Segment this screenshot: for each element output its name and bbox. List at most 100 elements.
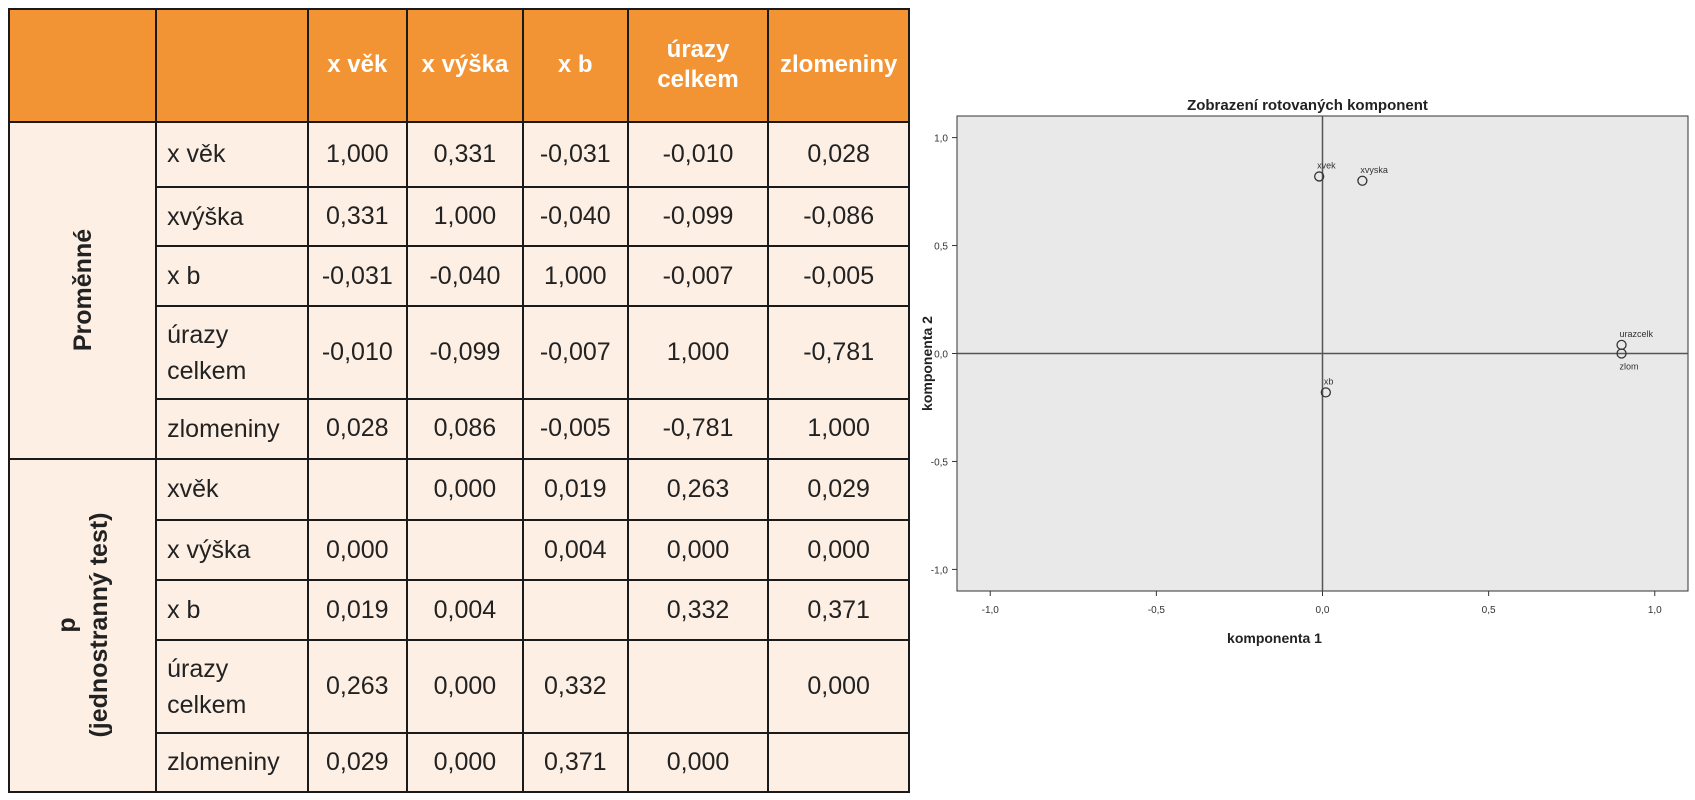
row-variable: zlomeniny — [155, 731, 309, 794]
row-variable-line: zlomeniny — [167, 748, 280, 777]
row-variable: x b — [155, 245, 309, 308]
table-cell: -0,005 — [767, 245, 910, 308]
table-cell: -0,099 — [626, 186, 770, 248]
table-row: úrazy celkem 0,263 0,000 0,332 0,000 — [9, 639, 910, 734]
column-header: x věk — [306, 8, 409, 123]
table-cell — [406, 519, 524, 582]
table-cell: -0,031 — [306, 245, 409, 308]
table-cell: 0,371 — [521, 731, 629, 794]
table-cell: -0,040 — [521, 186, 629, 248]
column-header: x výška — [406, 8, 524, 123]
y-tick-label: -1,0 — [931, 565, 949, 576]
group-label: Proměnné — [67, 229, 99, 351]
row-variable-line: xvěk — [167, 475, 219, 504]
group-label-cell: p (jednostranný test) — [7, 457, 158, 794]
table-cell: 0,000 — [626, 731, 770, 794]
table-cell: 0,263 — [306, 639, 409, 734]
table-row: zlomeniny 0,028 0,086 -0,005 -0,781 1,000 — [9, 397, 910, 460]
row-variable: x věk — [155, 120, 309, 189]
column-header — [7, 8, 158, 123]
correlation-table: x věk x výška x b úrazy celkem zlomeniny Promě… — [7, 8, 910, 794]
data-point — [1314, 171, 1325, 182]
chart-title: Zobrazení rotovaných komponent — [1187, 98, 1428, 114]
table-cell: 0,028 — [767, 120, 910, 189]
row-variable-line: x b — [167, 596, 201, 625]
table-cell: 1,000 — [626, 305, 770, 400]
point-label: xvyska — [1360, 165, 1388, 175]
row-variable: zlomeniny — [155, 397, 309, 460]
table-cell — [767, 731, 910, 794]
table-row: Proměnné x věk 1,000 0,331 -0,031 -0,010 0,028 — [7, 120, 910, 460]
table-cell: -0,099 — [406, 305, 524, 400]
table-cell: 0,086 — [406, 397, 524, 460]
table-cell: -0,040 — [406, 245, 524, 308]
column-header: zlomeniny — [767, 8, 910, 123]
column-header-line: celkem — [657, 66, 739, 94]
table-cell: 0,000 — [406, 457, 524, 522]
row-variable-line: zlomeniny — [167, 414, 280, 443]
x-tick-label: -0,5 — [1148, 605, 1166, 616]
y-axis-label: komponenta 2 — [920, 316, 935, 411]
table-cell: 0,000 — [406, 639, 524, 734]
x-tick-label: 0,5 — [1482, 605, 1496, 616]
column-header: x b — [521, 8, 629, 123]
table-cell: -0,010 — [306, 305, 409, 400]
table-cell: -0,005 — [521, 397, 629, 460]
table-cell: 0,332 — [626, 579, 770, 642]
table-cell: 0,263 — [626, 457, 770, 522]
row-variable: x výška — [155, 519, 309, 582]
point-label: urazcelk — [1620, 329, 1654, 339]
row-variable-line: x výška — [167, 536, 251, 565]
table-cell — [521, 579, 629, 642]
table-cell: -0,007 — [626, 245, 770, 308]
table-row: x b 0,019 0,004 0,332 0,371 — [9, 579, 910, 642]
data-point — [1357, 175, 1368, 186]
table-cell — [306, 457, 409, 522]
point-label: zlom — [1620, 362, 1639, 372]
table-cell: 0,331 — [406, 120, 524, 189]
column-header-urazy-celkem: úrazy celkem — [626, 8, 770, 123]
column-header-line: úrazy — [666, 36, 730, 64]
row-variable: xvýška — [155, 186, 309, 248]
table-row: xvýška 0,331 1,000 -0,040 -0,099 -0,086 — [9, 186, 910, 248]
y-tick-label: 1,0 — [934, 134, 948, 145]
rotated-components-chart: Zobrazení rotovaných komponent -1,0 -0,5 0,… — [920, 98, 1689, 646]
row-variable-line: x b — [167, 262, 201, 291]
table-cell: 0,332 — [521, 639, 629, 734]
data-point — [1320, 387, 1331, 398]
table-cell: 1,000 — [521, 245, 629, 308]
point-label: xb — [1324, 376, 1334, 386]
table-cell: 1,000 — [767, 397, 910, 460]
y-tick-label: -0,5 — [931, 457, 949, 468]
group-label-line: Proměnné — [68, 229, 97, 352]
table-cell: 0,000 — [767, 639, 910, 734]
table-cell: 0,029 — [767, 457, 910, 522]
row-variable: úrazy celkem — [155, 305, 309, 400]
table-cell: 0,000 — [306, 519, 409, 582]
table-row: x výška 0,000 0,004 0,000 0,000 — [9, 519, 910, 582]
table-cell: 0,029 — [306, 731, 409, 794]
row-variable-line: xvýška — [167, 202, 244, 231]
table-row: zlomeniny 0,029 0,000 0,371 0,000 — [9, 731, 910, 794]
row-variable-line: úrazy — [167, 654, 229, 683]
table-cell — [626, 639, 770, 734]
row-variable-line: úrazy — [167, 320, 229, 349]
table-cell: 0,000 — [406, 731, 524, 794]
row-variable-line: celkem — [167, 690, 247, 719]
x-axis-label: komponenta 1 — [1227, 630, 1322, 646]
table-cell: 0,004 — [521, 519, 629, 582]
table-row: x b -0,031 -0,040 1,000 -0,007 -0,005 — [9, 245, 910, 308]
row-variable-line: celkem — [167, 356, 247, 385]
table-header-row: x věk x výška x b úrazy celkem zlomeniny — [7, 8, 910, 123]
table-cell: -0,781 — [626, 397, 770, 460]
table-cell: 1,000 — [406, 186, 524, 248]
x-tick-label: 0,0 — [1316, 605, 1330, 616]
row-variable: úrazy celkem — [155, 639, 309, 734]
table-cell: 0,000 — [767, 519, 910, 582]
table-row: úrazy celkem -0,010 -0,099 -0,007 1,000 -0,781 — [9, 305, 910, 400]
table-cell: 0,331 — [306, 186, 409, 248]
table-cell: 0,019 — [521, 457, 629, 522]
table-cell: 0,000 — [626, 519, 770, 582]
table-cell: 0,028 — [306, 397, 409, 460]
y-tick-label: 0,0 — [934, 350, 948, 361]
